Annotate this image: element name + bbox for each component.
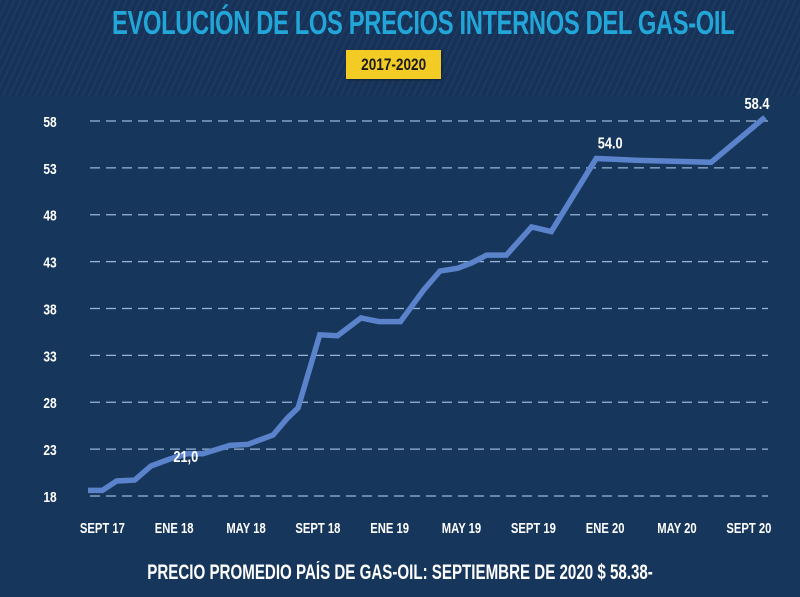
x-tick-label: ENE 20 — [586, 519, 625, 536]
y-tick-label: 48 — [43, 207, 57, 224]
x-tick-label: SEPT 20 — [726, 519, 771, 536]
y-tick-label: 43 — [43, 254, 57, 271]
x-axis-ticks: SEPT 17 ENE 18 MAY 18 SEPT 18 ENE 19 MAY 19 SE… — [80, 519, 771, 536]
data-label: 58.4 — [745, 96, 770, 114]
header-band: EVOLUCIÓN DE LOS PRECIOS INTERNOS DEL GA… — [0, 0, 800, 96]
data-label: 54.0 — [598, 135, 623, 153]
grid-lines — [88, 120, 768, 497]
period-badge-text: 2017-2020 — [360, 54, 427, 74]
y-tick-label: 23 — [43, 442, 57, 459]
series-layer — [88, 115, 767, 494]
x-tick-label: SEPT 18 — [295, 519, 340, 536]
data-label: 21,0 — [173, 449, 198, 467]
x-tick-label: ENE 19 — [370, 519, 409, 536]
y-tick-label: 53 — [43, 161, 57, 178]
x-tick-label: MAY 19 — [442, 519, 481, 536]
y-tick-label: 28 — [43, 395, 57, 412]
x-tick-label: SEPT 17 — [80, 519, 125, 536]
x-tick-label: MAY 20 — [657, 519, 696, 536]
y-tick-label: 38 — [43, 301, 57, 318]
y-tick-label: 33 — [43, 348, 57, 365]
data-labels: 21,0 54.0 58.4 — [173, 96, 769, 466]
footer-note: PRECIO PROMEDIO PAÍS DE GAS-OIL: SEPTIEM… — [0, 561, 800, 585]
x-tick-label: ENE 18 — [155, 519, 194, 536]
period-badge: 2017-2020 — [346, 50, 441, 79]
x-tick-label: SEPT 19 — [511, 519, 556, 536]
y-tick-label: 18 — [43, 489, 57, 506]
x-tick-label: MAY 18 — [226, 519, 265, 536]
footer-note-text: PRECIO PROMEDIO PAÍS DE GAS-OIL: SEPTIEM… — [147, 561, 653, 584]
y-tick-label: 58 — [43, 114, 57, 131]
y-axis-ticks: 58 53 48 43 38 33 28 23 18 — [43, 114, 57, 506]
series-line — [88, 115, 767, 494]
page-title: EVOLUCIÓN DE LOS PRECIOS INTERNOS DEL GA… — [112, 4, 735, 41]
